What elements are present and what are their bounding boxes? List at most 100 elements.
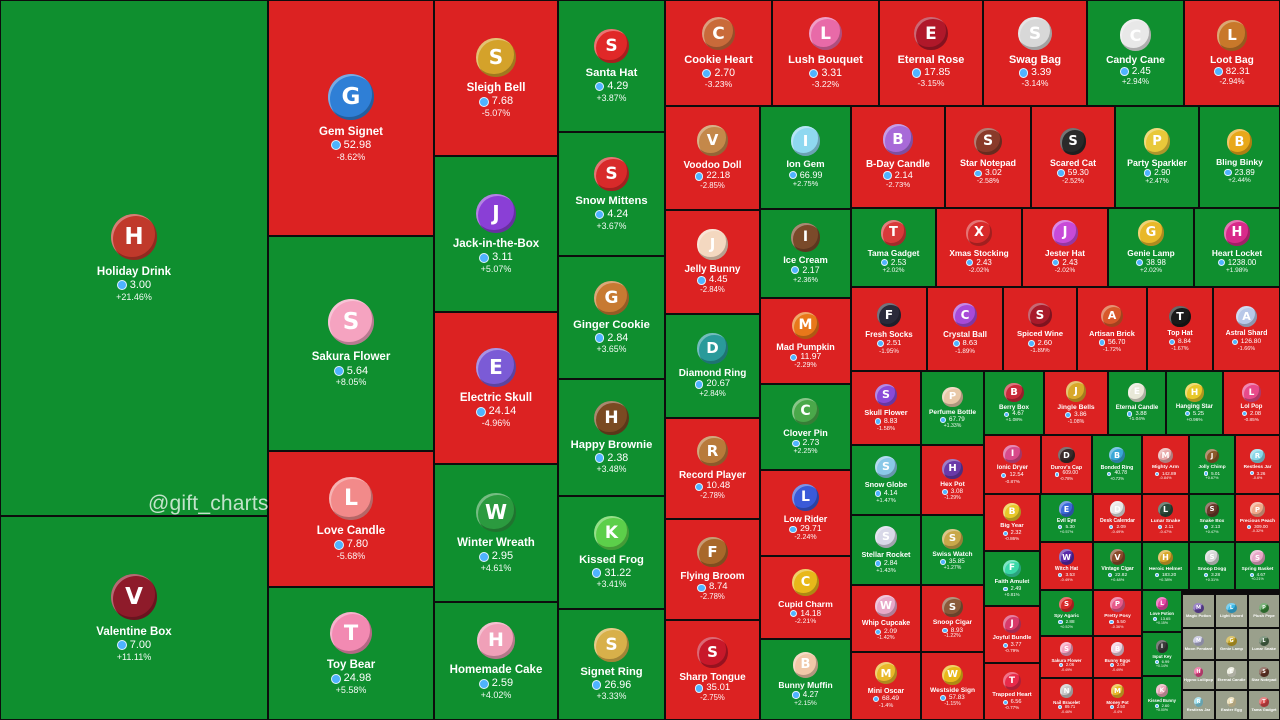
treemap-tile[interactable]: S Spring Basket 4.67 +0.21%	[1235, 542, 1280, 590]
treemap-tile[interactable]: G Genie Lamp 38.98 +2.02%	[1108, 208, 1194, 287]
treemap-tile[interactable]: S Snake Box 2.13 +0.47%	[1189, 494, 1235, 542]
treemap-tile[interactable]: G Genie Lamp	[1215, 628, 1248, 660]
treemap-tile[interactable]: L Lush Bouquet 3.31 -3.22%	[772, 0, 879, 106]
treemap-tile[interactable]: J Jelly Bunny 4.45 -2.84%	[665, 210, 760, 314]
treemap-tile[interactable]: P Pretty Posy 5.50 -0.36%	[1093, 590, 1142, 636]
treemap-tile[interactable]: B Big Year 2.32 -0.86%	[984, 494, 1040, 551]
treemap-tile[interactable]: S Signet Ring 26.96 +3.33%	[558, 609, 665, 720]
treemap-tile[interactable]: F Flying Broom 8.74 -2.78%	[665, 519, 760, 620]
treemap-tile[interactable]: D Durov's Cap 609.00 -0.78%	[1041, 435, 1092, 494]
treemap-tile[interactable]: V Vintage Cigar 22.82 +0.48%	[1093, 542, 1142, 590]
treemap-tile[interactable]: L Love Candle 7.80 -5.68%	[268, 451, 434, 587]
treemap-tile[interactable]: B Berry Box 4.67 +1.08%	[984, 371, 1044, 435]
treemap-tile[interactable]: M Mini Oscar 68.49 -1.4%	[851, 652, 921, 720]
treemap-tile[interactable]: S Sakura Flower 2.06 -0.49%	[1040, 636, 1093, 678]
treemap-tile[interactable]: D Diamond Ring 20.67 +2.84%	[665, 314, 760, 418]
treemap-tile[interactable]: B Bling Binky 23.89 +2.44%	[1199, 106, 1280, 208]
treemap-tile[interactable]: B Bonded Ring 40.78 +0.72%	[1092, 435, 1142, 494]
treemap-tile[interactable]: M Moon Pendant	[1182, 628, 1215, 660]
treemap-tile[interactable]: S Scared Cat 59.30 -2.52%	[1031, 106, 1115, 208]
treemap-tile[interactable]: C Crystal Ball 8.63 -1.89%	[927, 287, 1003, 371]
treemap-tile[interactable]: S Skull Flower 8.83 -1.58%	[851, 371, 921, 445]
treemap-tile[interactable]: R Record Player 10.48 -2.78%	[665, 418, 760, 519]
treemap-tile[interactable]: H Heart Locket 1238.00 +1.98%	[1194, 208, 1280, 287]
treemap-tile[interactable]: W Westside Sign 57.83 -1.15%	[921, 652, 984, 720]
treemap-tile[interactable]: E Evil Eye 5.30 +0.57%	[1040, 494, 1093, 542]
treemap-tile[interactable]: T Trapped Heart 6.56 -0.77%	[984, 663, 1040, 720]
treemap-tile[interactable]: S Snoop Cigar 8.93 -1.22%	[921, 585, 984, 652]
treemap-tile[interactable]: D Desk Calendar 2.09 -0.49%	[1093, 494, 1142, 542]
treemap-tile[interactable]: B Bunny Eggs 2.06 -0.49%	[1093, 636, 1142, 678]
treemap-tile[interactable]: L Lunar Snake 2.11 -0.47%	[1142, 494, 1189, 542]
treemap-tile[interactable]: T Top Hat 8.84 -1.67%	[1147, 287, 1213, 371]
treemap-tile[interactable]: A Artisan Brick 56.70 -1.72%	[1077, 287, 1147, 371]
treemap-tile[interactable]: S Spiced Wine 2.60 -1.89%	[1003, 287, 1077, 371]
treemap-tile[interactable]: H Hanging Star 5.25 +0.96%	[1166, 371, 1223, 435]
treemap-tile[interactable]: M Mad Pumpkin 11.97 -2.29%	[760, 298, 851, 384]
treemap-tile[interactable]: A Astral Shard 126.80 -1.66%	[1213, 287, 1280, 371]
treemap-tile[interactable]: S Sakura Flower 5.64 +8.05%	[268, 236, 434, 451]
treemap-tile[interactable]: C Clover Pin 2.73 +2.25%	[760, 384, 851, 470]
treemap-tile[interactable]: H Heroic Helmet 183.20 +0.38%	[1142, 542, 1189, 590]
treemap-tile[interactable]: I Input Key 6.99 +0.14%	[1142, 632, 1182, 676]
treemap-tile[interactable]: C Cookie Heart 2.70 -3.23%	[665, 0, 772, 106]
treemap-tile[interactable]: E Eternal Rose 17.85 -3.15%	[879, 0, 983, 106]
treemap-tile[interactable]: E Easter Egg	[1215, 690, 1248, 720]
treemap-tile[interactable]: H Holiday Drink 3.00 +21.46%	[0, 0, 268, 516]
treemap-tile[interactable]: S Swag Bag 3.39 -3.14%	[983, 0, 1087, 106]
treemap-tile[interactable]: S Stellar Rocket 2.84 +1.43%	[851, 515, 921, 585]
treemap-tile[interactable]: M Mighty Arm 142.89 -0.84%	[1142, 435, 1189, 494]
treemap-tile[interactable]: W Winter Wreath 2.95 +4.61%	[434, 464, 558, 602]
treemap-tile[interactable]: J Jester Hat 2.43 -2.02%	[1022, 208, 1108, 287]
treemap-tile[interactable]: P Precious Peach 309.00 -0.32%	[1235, 494, 1280, 542]
treemap-tile[interactable]: N Nail Bracelet 89.71 -0.46%	[1040, 678, 1093, 720]
treemap-tile[interactable]: H Happy Brownie 2.38 +3.48%	[558, 379, 665, 496]
treemap-tile[interactable]: S Snoop Dogg 3.28 +0.31%	[1189, 542, 1235, 590]
treemap-tile[interactable]: L Lunar Snake	[1248, 628, 1280, 660]
treemap-tile[interactable]: P Party Sparkler 2.90 +2.47%	[1115, 106, 1199, 208]
treemap-tile[interactable]: L Loot Bag 82.31 -2.94%	[1184, 0, 1280, 106]
treemap-tile[interactable]: S Star Notepad 3.02 -2.58%	[945, 106, 1031, 208]
treemap-tile[interactable]: E Electric Skull 24.14 -4.96%	[434, 312, 558, 464]
treemap-tile[interactable]: H Hypno Lollipop	[1182, 660, 1215, 690]
treemap-tile[interactable]: W Whip Cupcake 2.09 -1.42%	[851, 585, 921, 652]
treemap-tile[interactable]: I Ice Cream 2.17 +2.36%	[760, 209, 851, 298]
treemap-tile[interactable]: J Joyful Bundle 3.77 -0.79%	[984, 606, 1040, 663]
treemap-tile[interactable]: M Magic Potion	[1182, 594, 1215, 628]
treemap-tile[interactable]: S Snow Mittens 4.24 +3.67%	[558, 132, 665, 256]
treemap-tile[interactable]: J Jolly Chimp 5.01 +0.67%	[1189, 435, 1235, 494]
treemap-tile[interactable]: L Lol Pop 2.08 -0.85%	[1223, 371, 1280, 435]
treemap-tile[interactable]: S Sleigh Bell 7.68 -5.07%	[434, 0, 558, 156]
treemap-tile[interactable]: S Snow Globe 4.14 +1.47%	[851, 445, 921, 515]
treemap-tile[interactable]: H Homemade Cake 2.59 +4.02%	[434, 602, 558, 720]
treemap-tile[interactable]: S Sharp Tongue 35.01 -2.75%	[665, 620, 760, 720]
treemap-tile[interactable]: I Ionic Dryer 12.54 -0.87%	[984, 435, 1041, 494]
treemap-tile[interactable]: L Low Rider 29.71 -2.24%	[760, 470, 851, 556]
treemap-tile[interactable]: L Love Potion 13.65 +0.15%	[1142, 590, 1182, 632]
treemap-tile[interactable]: X Xmas Stocking 2.43 -2.02%	[936, 208, 1022, 287]
treemap-tile[interactable]: T Toy Bear 24.98 +5.58%	[268, 587, 434, 720]
treemap-tile[interactable]: V Valentine Box 7.00 +11.11%	[0, 516, 268, 720]
treemap-tile[interactable]: S Santa Hat 4.29 +3.87%	[558, 0, 665, 132]
treemap-tile[interactable]: C Candy Cane 2.45 +2.94%	[1087, 0, 1184, 106]
treemap-tile[interactable]: C Cupid Charm 14.18 -2.21%	[760, 556, 851, 639]
treemap-tile[interactable]: V Voodoo Doll 22.18 -2.85%	[665, 106, 760, 210]
treemap-tile[interactable]: B B-Day Candle 2.14 -2.73%	[851, 106, 945, 208]
treemap-tile[interactable]: G Ginger Cookie 2.84 +3.65%	[558, 256, 665, 379]
treemap-tile[interactable]: R Restless Jar 3.26 -0.6%	[1235, 435, 1280, 494]
treemap-tile[interactable]: T Tama Gadget	[1248, 690, 1280, 720]
treemap-tile[interactable]: S Star Notepad	[1248, 660, 1280, 690]
treemap-tile[interactable]: W Witch Hat 3.53 -0.49%	[1040, 542, 1093, 590]
treemap-tile[interactable]: M Money Pot 2.50 -0.4%	[1093, 678, 1142, 720]
treemap-tile[interactable]: S Spy Agaric 2.88 +0.52%	[1040, 590, 1093, 636]
treemap-tile[interactable]: F Faith Amulet 2.49 +0.81%	[984, 551, 1040, 606]
treemap-tile[interactable]: I Ion Gem 66.99 +2.75%	[760, 106, 851, 209]
treemap-tile[interactable]: R Restless Jar	[1182, 690, 1215, 720]
treemap-tile[interactable]: H Hex Pot 3.08 -1.29%	[921, 445, 984, 515]
treemap-tile[interactable]: L Light Sword	[1215, 594, 1248, 628]
treemap-tile[interactable]: B Bunny Muffin 4.27 +2.15%	[760, 639, 851, 720]
treemap-tile[interactable]: E Eternal Candle 3.88 +1.04%	[1108, 371, 1166, 435]
treemap-tile[interactable]: T Tama Gadget 2.53 +2.02%	[851, 208, 936, 287]
treemap-tile[interactable]: P Perfume Bottle 67.79 +1.33%	[921, 371, 984, 445]
treemap-tile[interactable]: S Swiss Watch 35.85 +1.27%	[921, 515, 984, 585]
